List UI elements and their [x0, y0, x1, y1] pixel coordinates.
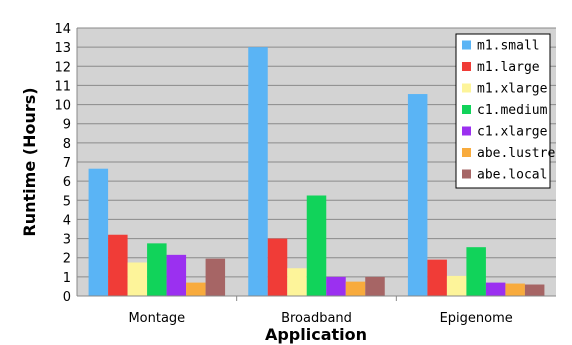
- legend-swatch: [462, 83, 471, 93]
- x-axis-title: Application: [265, 325, 367, 344]
- bar-m1-small-montage: [88, 168, 109, 296]
- y-tick-label: 11: [54, 79, 71, 94]
- y-tick-label: 12: [54, 60, 71, 75]
- x-tick-label: Epigenome: [440, 311, 513, 326]
- y-tick-label: 4: [63, 213, 71, 228]
- legend-label: m1.large: [477, 60, 540, 75]
- bars: [88, 47, 545, 297]
- legend-label: c1.medium: [477, 103, 548, 118]
- legend-swatch: [462, 62, 471, 71]
- legend-label: c1.xlarge: [477, 125, 548, 140]
- legend-swatch: [462, 169, 471, 179]
- legend-label: abe.lustre: [477, 146, 555, 161]
- y-tick-label: 14: [54, 22, 71, 37]
- y-tick-label: 2: [63, 252, 71, 267]
- bar-m1-large-montage: [108, 234, 128, 296]
- bar-m1-xlarge-broadband: [287, 268, 307, 296]
- y-tick-label: 13: [54, 41, 71, 56]
- legend-swatch: [462, 148, 471, 157]
- bar-c1-medium-montage: [147, 243, 167, 296]
- x-tick-label: Broadband: [281, 311, 352, 326]
- bar-m1-large-broadband: [267, 238, 288, 296]
- bar-m1-xlarge-montage: [127, 262, 148, 296]
- legend-swatch: [462, 105, 471, 114]
- bar-c1-xlarge-montage: [166, 254, 187, 296]
- bar-abe-lustre-epigenome: [505, 283, 525, 296]
- y-tick-label: 0: [63, 290, 71, 305]
- bar-c1-xlarge-epigenome: [485, 282, 506, 296]
- bar-abe-lustre-montage: [186, 282, 206, 296]
- y-tick-label: 6: [63, 175, 71, 190]
- legend-swatch: [462, 40, 471, 50]
- bar-abe-local-montage: [205, 258, 226, 296]
- legend-label: abe.local: [477, 168, 547, 183]
- bar-c1-medium-broadband: [306, 195, 327, 296]
- y-tick-label: 9: [63, 118, 71, 133]
- y-tick-label: 7: [63, 156, 71, 171]
- bar-abe-lustre-broadband: [345, 281, 366, 296]
- legend: m1.small m1.large m1.xlarge c1.medium c1.xla…: [455, 33, 555, 189]
- bar-abe-local-broadband: [365, 276, 385, 296]
- bar-c1-xlarge-broadband: [326, 276, 346, 296]
- y-tick-label: 5: [63, 194, 71, 209]
- y-tick-label: 3: [63, 233, 71, 248]
- bar-m1-large-epigenome: [427, 259, 447, 296]
- x-tick-label: Montage: [128, 311, 185, 326]
- y-tick-label: 8: [63, 137, 71, 152]
- x-tick-labels: Montage Broadband Epigenome: [128, 311, 512, 326]
- legend-label: m1.small: [477, 39, 540, 54]
- bar-c1-medium-epigenome: [466, 247, 486, 296]
- legend-box: [455, 33, 551, 189]
- y-axis-title: Runtime (Hours): [20, 87, 39, 236]
- legend-swatch: [462, 126, 471, 136]
- axes: [76, 28, 556, 301]
- bar-abe-local-epigenome: [524, 284, 545, 296]
- legend-label: m1.xlarge: [477, 82, 548, 97]
- bar-m1-xlarge-epigenome: [446, 275, 467, 296]
- bar-m1-small-epigenome: [407, 94, 428, 297]
- y-tick-label: 1: [63, 271, 71, 286]
- y-tick-label: 10: [54, 99, 71, 114]
- bar-m1-small-broadband: [248, 47, 268, 297]
